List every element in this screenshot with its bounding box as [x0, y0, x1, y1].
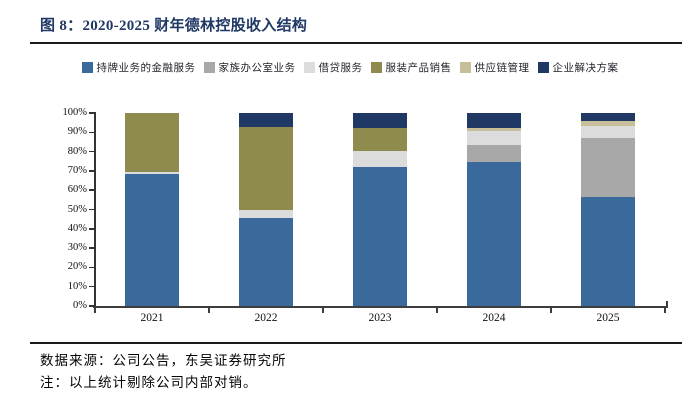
bar-segment — [125, 173, 179, 306]
legend-item-4: 供应链管理 — [459, 60, 530, 75]
bar-segment — [239, 210, 293, 219]
legend-item-5: 企业解决方案 — [537, 60, 619, 75]
y-axis-tick — [89, 112, 95, 114]
bar-segment — [353, 127, 407, 151]
chart-legend: 持牌业务的金融服务 家族办公室业务 借贷服务 服装产品销售 供应链管理 企业解决方案 — [0, 60, 700, 75]
bar-segment — [581, 196, 635, 306]
bar-segment — [467, 128, 521, 132]
y-axis-label: 50% — [67, 203, 87, 215]
x-axis-line — [93, 306, 668, 308]
y-axis-label: 0% — [73, 300, 87, 311]
y-axis-label: 70% — [67, 164, 87, 176]
legend-swatch-icon — [203, 62, 215, 73]
footnote-text: 注：以上统计剔除公司内部对销。 — [40, 375, 258, 390]
legend-label: 服装产品销售 — [385, 63, 452, 74]
y-axis-tick — [89, 150, 95, 153]
legend-label: 供应链管理 — [474, 63, 530, 74]
legend-item-1: 家族办公室业务 — [203, 60, 296, 75]
bar-segment — [581, 113, 635, 121]
y-axis-label: 40% — [67, 222, 87, 234]
x-axis-tick — [550, 308, 552, 313]
bar-segment — [467, 131, 521, 145]
y-axis-label: 60% — [67, 184, 87, 196]
y-axis-tick — [89, 189, 95, 191]
y-axis-line — [94, 112, 96, 307]
bar-segment — [467, 162, 521, 306]
legend-item-0: 持牌业务的金融服务 — [81, 60, 196, 75]
legend-swatch-icon — [303, 62, 315, 73]
y-axis-tick — [89, 208, 95, 211]
legend-item-2: 借贷服务 — [303, 60, 363, 75]
bar-segment — [125, 113, 179, 172]
stacked-bar-2022 — [239, 113, 293, 306]
bar-segment — [239, 113, 293, 128]
stacked-bar-2025 — [581, 113, 635, 306]
x-axis-tick — [436, 308, 438, 313]
y-axis-label: 30% — [67, 242, 87, 254]
bar-segment — [353, 113, 407, 128]
bar-segment — [581, 138, 635, 197]
x-axis-label: 2022 — [254, 312, 278, 324]
x-axis-end-tick — [666, 301, 668, 306]
legend-label: 家族办公室业务 — [218, 63, 296, 74]
figure-title: 图 8：2020-2025 财年德林控股收入结构 — [40, 18, 308, 34]
legend-swatch-icon — [81, 62, 93, 73]
y-axis-tick — [89, 131, 95, 134]
y-axis-tick — [89, 170, 95, 172]
y-axis-label: 20% — [67, 261, 87, 273]
y-axis-tick — [89, 285, 95, 288]
y-axis-tick — [89, 305, 95, 307]
stacked-bar-2024 — [467, 113, 521, 306]
legend-item-3: 服装产品销售 — [370, 60, 452, 75]
bottom-divider — [30, 342, 682, 344]
y-axis-label: 100% — [62, 107, 88, 118]
legend-swatch-icon — [370, 62, 382, 73]
x-axis-label: 2023 — [368, 312, 392, 324]
x-axis-tick — [94, 308, 96, 313]
data-source-text: 数据来源：公司公告，东吴证券研究所 — [40, 353, 287, 368]
stacked-bar-2023 — [353, 113, 407, 306]
x-axis-tick — [208, 308, 210, 313]
bar-segment — [353, 150, 407, 168]
y-axis-tick — [89, 247, 95, 249]
bar-segment — [467, 144, 521, 163]
y-axis-tick — [89, 266, 95, 269]
x-axis-tick — [322, 308, 324, 313]
y-axis-label: 80% — [67, 145, 87, 157]
bar-segment — [239, 127, 293, 211]
bar-segment — [239, 218, 293, 306]
x-axis-tick — [664, 308, 666, 313]
legend-label: 企业解决方案 — [552, 63, 619, 74]
legend-swatch-icon — [537, 62, 549, 73]
y-axis-label: 10% — [67, 280, 87, 292]
x-axis-label: 2025 — [596, 312, 620, 324]
y-axis-label: 90% — [67, 126, 87, 138]
bar-segment — [353, 167, 407, 306]
stacked-bar-2021 — [125, 113, 179, 306]
x-axis-label: 2024 — [482, 312, 506, 324]
stacked-bar-chart: 0% 10% 20% 30% 40% 50% 60% 70% 80% 90% 100% 2021 202… — [63, 107, 668, 324]
bar-segment — [581, 125, 635, 139]
bar-segment — [125, 171, 179, 174]
x-axis-label: 2021 — [140, 312, 164, 324]
top-divider — [30, 42, 682, 44]
bar-segment — [581, 120, 635, 126]
legend-swatch-icon — [459, 62, 471, 73]
bar-segment — [467, 113, 521, 129]
y-axis-tick — [89, 228, 95, 230]
legend-label: 持牌业务的金融服务 — [96, 63, 196, 74]
legend-label: 借贷服务 — [318, 63, 363, 74]
